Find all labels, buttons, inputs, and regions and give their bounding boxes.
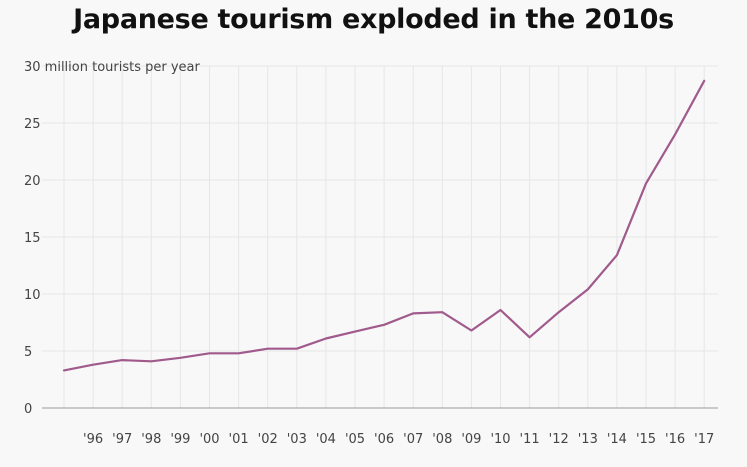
x-tick-label: '01 [229,432,249,447]
x-tick-label: '15 [636,432,656,447]
x-tick-label: '16 [665,432,685,447]
y-tick-label: 15 [24,231,41,246]
y-tick-label: 20 [24,174,41,189]
y-tick-label: 0 [24,402,32,417]
x-tick-label: '02 [258,432,278,447]
x-tick-label: '14 [607,432,627,447]
x-tick-label: '06 [374,432,394,447]
x-tick-label: '99 [170,432,190,447]
x-tick-label: '98 [141,432,161,447]
x-tick-label: '05 [345,432,365,447]
y-tick-label: 10 [24,288,41,303]
x-tick-label: '04 [316,432,336,447]
x-tick-label: '10 [490,432,510,447]
x-tick-label: '96 [83,432,103,447]
y-tick-label: 25 [24,117,41,132]
x-tick-label: '09 [461,432,481,447]
chart-title: Japanese tourism exploded in the 2010s [73,4,674,35]
series-line [62,79,706,372]
x-tick-label: '08 [432,432,452,447]
x-tick-label: '12 [549,432,569,447]
x-tick-label: '03 [287,432,307,447]
x-tick-label: '17 [694,432,714,447]
y-tick-label: 5 [24,345,32,360]
x-tick-label: '97 [112,432,132,447]
y-axis-unit-label: 30 million tourists per year [24,60,201,75]
x-tick-label: '13 [578,432,598,447]
x-tick-label: '11 [520,432,540,447]
x-tick-label: '07 [403,432,423,447]
x-tick-label: '00 [199,432,219,447]
